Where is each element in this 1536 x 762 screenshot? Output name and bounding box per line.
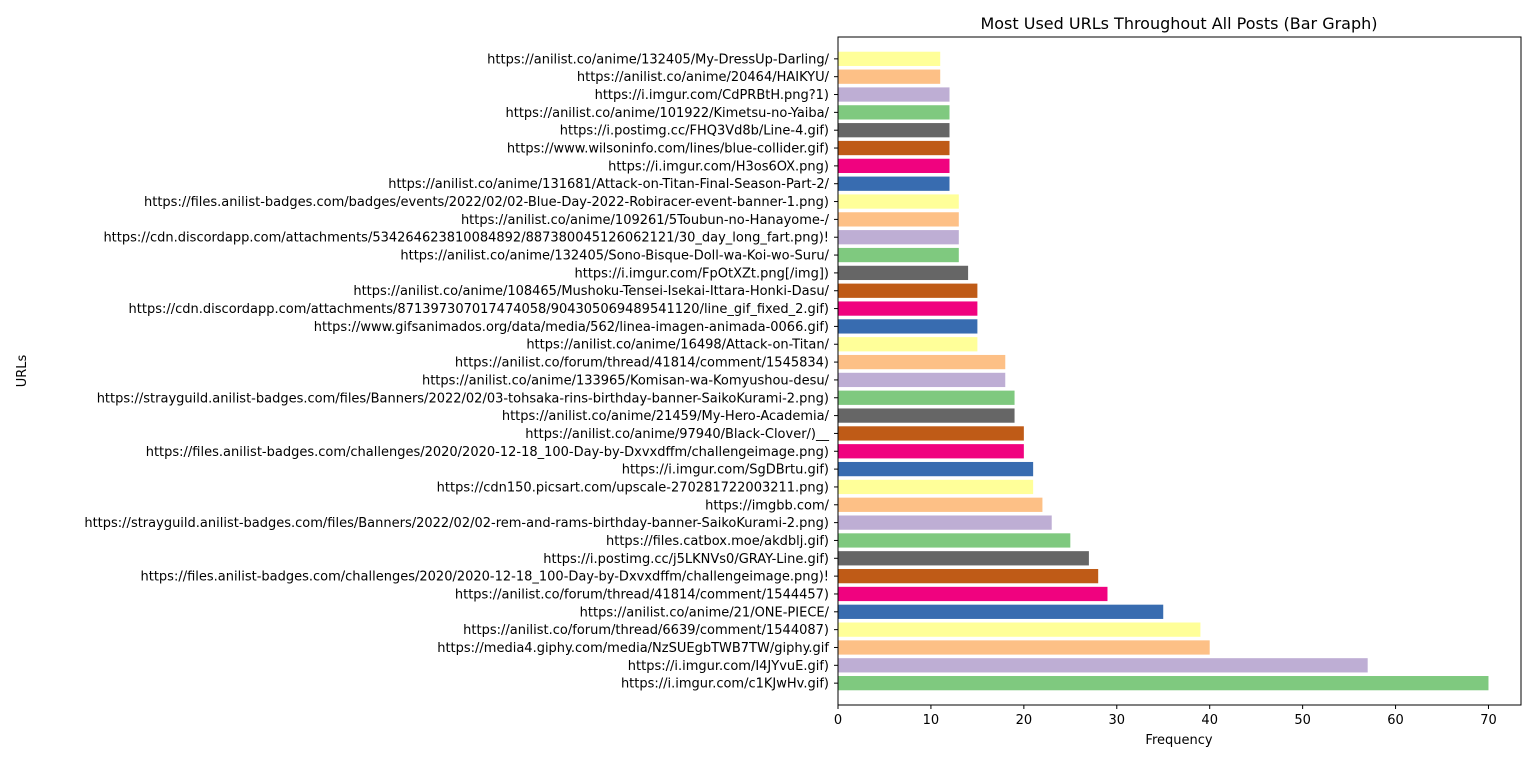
bar <box>838 87 950 102</box>
bar <box>838 212 959 227</box>
bar <box>838 568 1099 584</box>
x-tick-label: 60 <box>1387 713 1404 728</box>
y-tick-label: https://anilist.co/anime/131681/Attack-o… <box>388 177 829 192</box>
y-tick-label: https://files.anilist-badges.com/badges/… <box>144 195 829 210</box>
y-tick-label: https://anilist.co/anime/109261/5Toubun-… <box>461 213 830 228</box>
bar <box>838 444 1024 459</box>
y-tick-label: https://anilist.co/forum/thread/41814/co… <box>455 587 829 602</box>
x-tick-label: 50 <box>1294 713 1311 728</box>
bar <box>838 622 1201 637</box>
y-tick-label: https://files.anilist-badges.com/challen… <box>140 570 829 585</box>
y-tick-label: https://anilist.co/anime/21/ONE-PIECE/ <box>580 605 830 620</box>
bar <box>838 319 978 334</box>
bar <box>838 176 950 191</box>
y-tick-label: https://i.imgur.com/c1KJwHv.gif) <box>621 677 829 692</box>
bar <box>838 640 1210 655</box>
y-tick-label: https://cdn.discordapp.com/attachments/5… <box>103 231 829 246</box>
y-tick-label: https://files.anilist-badges.com/challen… <box>146 445 829 460</box>
y-tick-label: https://anilist.co/anime/16498/Attack-on… <box>526 338 829 353</box>
bar <box>838 69 941 84</box>
bar <box>838 247 959 263</box>
chart-title: Most Used URLs Throughout All Posts (Bar… <box>980 14 1377 33</box>
y-tick-label: https://anilist.co/anime/132405/My-Dress… <box>487 52 829 67</box>
y-tick-label: https://i.imgur.com/CdPRBtH.png?1) <box>595 88 829 103</box>
bar <box>838 426 1024 441</box>
y-tick-label: https://anilist.co/anime/21459/My-Hero-A… <box>502 409 830 424</box>
bar <box>838 372 1006 388</box>
bar <box>838 230 959 245</box>
bar <box>838 354 1006 370</box>
bar <box>838 604 1164 619</box>
x-tick-label: 30 <box>1109 713 1126 728</box>
y-tick-label: https://anilist.co/anime/132405/Sono-Bis… <box>400 249 829 264</box>
bar <box>838 301 978 316</box>
bar <box>838 497 1043 512</box>
y-tick-label: https://i.imgur.com/H3os6OX.png) <box>608 159 829 174</box>
y-tick-label: https://cdn150.picsart.com/upscale-27028… <box>437 480 829 495</box>
bar <box>838 658 1368 673</box>
bar <box>838 337 978 352</box>
bar <box>838 105 950 120</box>
bar <box>838 533 1071 548</box>
bar <box>838 158 950 174</box>
x-ticks: 0 10 20 30 40 50 60 70 <box>834 705 1497 728</box>
bar <box>838 676 1489 691</box>
bar <box>838 265 969 281</box>
y-tick-label: https://anilist.co/anime/133965/Komisan-… <box>422 373 830 388</box>
y-tick-label: https://www.gifsanimados.org/data/media/… <box>314 320 829 335</box>
bar <box>838 194 959 209</box>
y-tick-label: https://anilist.co/anime/20464/HAIKYU/ <box>577 70 830 85</box>
bar <box>838 461 1034 477</box>
plot-frame <box>837 36 1522 706</box>
y-tick-label: https://i.imgur.com/FpOtXZt.png[/img]) <box>574 266 829 281</box>
y-tick-label: https://anilist.co/anime/108465/Mushoku-… <box>353 284 829 299</box>
y-tick-label: https://i.postimg.cc/j5LKNVs0/GRAY-Line.… <box>543 552 829 567</box>
bar <box>838 515 1052 530</box>
y-tick-labels: https://i.imgur.com/c1KJwHv.gif) https://… <box>84 52 838 692</box>
bar <box>838 283 978 298</box>
bar <box>838 123 950 138</box>
y-tick-label: https://anilist.co/anime/97940/Black-Clo… <box>525 427 829 442</box>
x-tick-label: 0 <box>834 713 842 728</box>
y-tick-label: https://i.postimg.cc/FHQ3Vd8b/Line-4.gif… <box>560 124 829 139</box>
y-tick-label: https://strayguild.anilist-badges.com/fi… <box>84 516 829 531</box>
y-tick-label: https://files.catbox.moe/akdblj.gif) <box>606 534 829 549</box>
x-tick-label: 40 <box>1201 713 1218 728</box>
y-tick-label: https://anilist.co/anime/101922/Kimetsu-… <box>506 106 830 121</box>
x-tick-label: 10 <box>923 713 940 728</box>
y-tick-label: https://cdn.discordapp.com/attachments/8… <box>129 302 829 317</box>
y-tick-label: https://anilist.co/forum/thread/41814/co… <box>455 356 829 371</box>
bar <box>838 140 950 156</box>
bar <box>838 479 1034 495</box>
y-tick-label: https://strayguild.anilist-badges.com/fi… <box>97 391 829 406</box>
bar <box>838 551 1089 566</box>
x-tick-label: 70 <box>1480 713 1497 728</box>
y-tick-label: https://i.imgur.com/I4JYvuE.gif) <box>628 659 829 674</box>
bar <box>838 390 1015 405</box>
bars-group <box>838 51 1489 691</box>
bar <box>838 408 1015 423</box>
bar <box>838 51 941 66</box>
y-tick-label: https://imgbb.com/ <box>705 498 830 513</box>
y-tick-label: https://media4.giphy.com/media/NzSUEgbTW… <box>437 641 829 656</box>
y-tick-label: https://i.imgur.com/SgDBrtu.gif) <box>622 463 829 478</box>
x-tick-label: 20 <box>1016 713 1033 728</box>
y-axis-label: URLs <box>15 354 30 387</box>
x-axis-label: Frequency <box>1145 733 1212 748</box>
y-tick-label: https://www.wilsoninfo.com/lines/blue-co… <box>507 142 829 157</box>
y-tick-label: https://anilist.co/forum/thread/6639/com… <box>463 623 829 638</box>
bar <box>838 586 1108 602</box>
